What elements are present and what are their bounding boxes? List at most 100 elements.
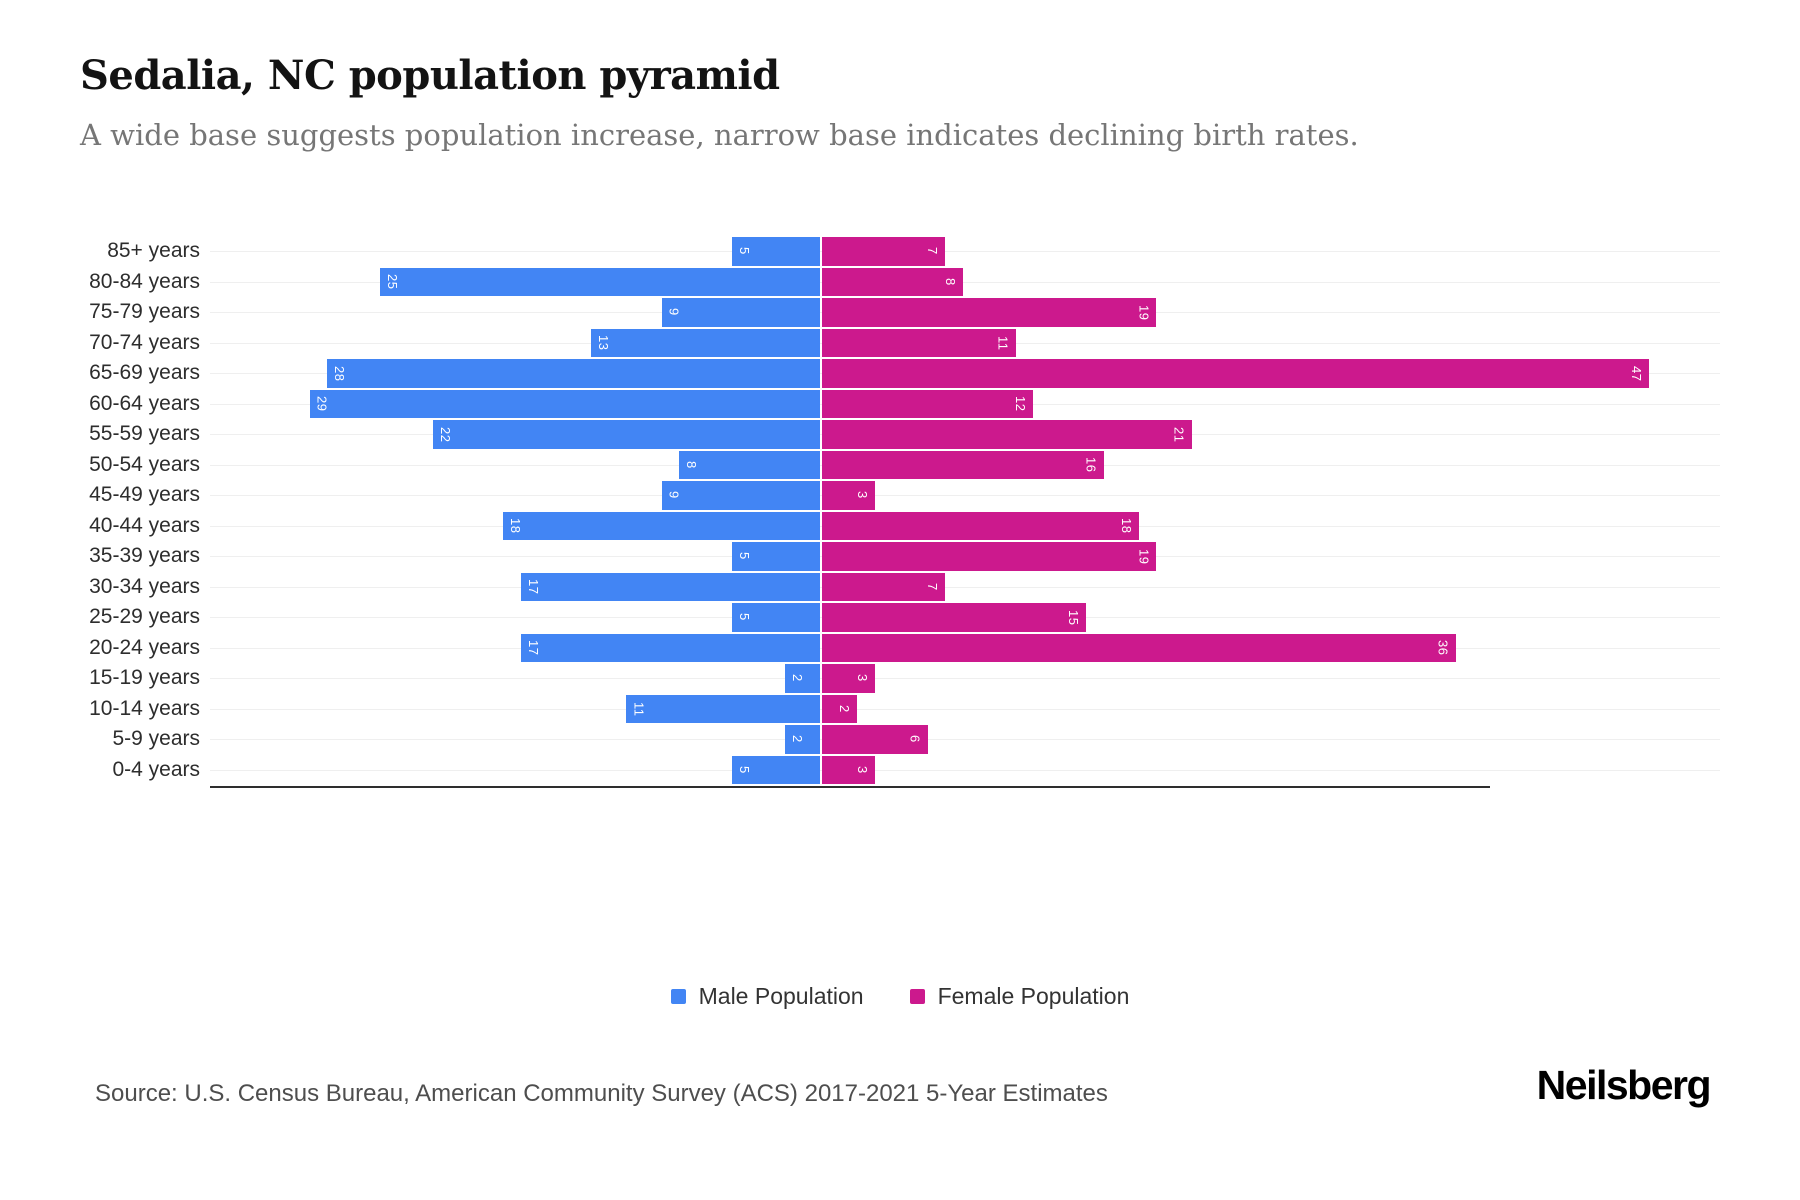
source-note: Source: U.S. Census Bureau, American Com… [95,1080,1108,1107]
male-bar[interactable]: 11 [626,694,820,723]
male-bar[interactable]: 5 [732,603,820,632]
male-bar[interactable]: 28 [327,359,820,388]
female-bar[interactable]: 18 [821,511,1139,540]
row-plot: 17 36 [210,633,1720,664]
age-group-label: 0-4 years [112,757,200,781]
female-bar-value: 3 [854,765,870,774]
male-bar-value: 5 [737,613,752,622]
pyramid-row: 25-29 years 5 15 [80,602,1720,633]
gridline [210,495,1720,497]
male-bar[interactable]: 8 [679,450,820,479]
male-bar[interactable]: 5 [732,755,820,784]
female-bar[interactable]: 36 [821,633,1456,662]
age-group-label: 15-19 years [89,666,200,690]
male-bar[interactable]: 18 [503,511,820,540]
pyramid-row: 35-39 years 5 19 [80,541,1720,572]
gridline [210,708,1720,710]
legend-item-female[interactable]: Female Population [909,983,1129,1010]
pyramid-row: 10-14 years 11 2 [80,694,1720,725]
male-bar[interactable]: 25 [380,267,820,296]
legend-swatch-icon [670,989,686,1004]
female-bar[interactable]: 8 [821,267,963,296]
female-bar-value: 21 [1171,426,1187,442]
male-bar[interactable]: 9 [661,481,820,510]
female-bar[interactable]: 3 [821,755,875,784]
female-bar[interactable]: 7 [821,237,946,266]
male-bar[interactable]: 9 [661,298,820,327]
age-group-label: 85+ years [107,239,200,263]
row-plot: 22 21 [210,419,1720,450]
female-bar-value: 19 [1136,304,1152,320]
male-bar-value: 11 [631,701,647,717]
male-bar[interactable]: 5 [732,237,820,266]
female-bar[interactable]: 3 [821,481,875,510]
female-bar[interactable]: 47 [821,359,1650,388]
female-bar[interactable]: 12 [821,389,1034,418]
male-bar[interactable]: 13 [591,328,820,357]
row-plot: 9 19 [210,297,1720,328]
male-bar[interactable]: 17 [520,572,820,601]
row-plot: 28 47 [210,358,1720,389]
pyramid-rows: 85+ years 5 7 80-84 years 25 8 75-79 years 9 19 7… [80,236,1720,785]
male-bar[interactable]: 22 [432,420,820,449]
female-bar-value: 19 [1136,548,1152,564]
population-pyramid-chart: 85+ years 5 7 80-84 years 25 8 75-79 years 9 19 7… [80,236,1720,796]
age-group-label: 5-9 years [112,727,200,751]
pyramid-row: 0-4 years 5 3 [80,755,1720,786]
female-bar[interactable]: 19 [821,542,1157,571]
legend-label: Male Population [698,983,864,1009]
female-bar-value: 11 [995,335,1011,351]
male-bar-value: 9 [666,491,682,500]
row-plot: 8 16 [210,450,1720,481]
age-group-label: 60-64 years [89,391,200,415]
gridline [210,739,1720,741]
male-bar[interactable]: 5 [732,542,820,571]
age-group-label: 20-24 years [89,635,200,659]
neilsberg-logo[interactable]: Neilsberg [1536,1062,1712,1108]
female-bar[interactable]: 7 [821,572,946,601]
male-bar-value: 2 [789,674,805,683]
female-bar[interactable]: 3 [821,664,875,693]
female-bar-value: 12 [1013,396,1029,412]
pyramid-row: 40-44 years 18 18 [80,511,1720,542]
pyramid-row: 50-54 years 8 16 [80,450,1720,481]
female-bar-value: 18 [1118,518,1134,534]
x-axis-line [210,786,1490,788]
pyramid-row: 75-79 years 9 19 [80,297,1720,328]
age-group-label: 50-54 years [89,452,200,476]
age-group-label: 80-84 years [89,269,200,293]
female-bar[interactable]: 2 [821,694,858,723]
female-bar[interactable]: 21 [821,420,1192,449]
male-bar[interactable]: 2 [784,725,820,754]
gridline [210,251,1720,253]
male-bar-value: 5 [737,765,752,774]
row-plot: 17 7 [210,572,1720,603]
male-bar[interactable]: 29 [309,389,820,418]
female-bar[interactable]: 6 [821,725,928,754]
pyramid-row: 15-19 years 2 3 [80,663,1720,694]
female-bar-value: 47 [1629,365,1645,381]
male-bar[interactable]: 2 [784,664,820,693]
pyramid-row: 80-84 years 25 8 [80,267,1720,298]
legend-item-male[interactable]: Male Population [670,983,864,1010]
male-bar-value: 8 [684,460,700,469]
female-bar-value: 8 [942,277,958,286]
legend: Male Population Female Population [0,983,1800,1010]
female-bar[interactable]: 11 [821,328,1016,357]
age-group-label: 55-59 years [89,422,200,446]
female-bar-value: 7 [925,582,941,591]
male-bar-value: 5 [737,247,752,256]
pyramid-row: 30-34 years 17 7 [80,572,1720,603]
age-group-label: 45-49 years [89,483,200,507]
female-bar[interactable]: 16 [821,450,1104,479]
age-group-label: 65-69 years [89,361,200,385]
pyramid-row: 85+ years 5 7 [80,236,1720,267]
male-bar-value: 17 [525,640,541,656]
female-bar[interactable]: 19 [821,298,1157,327]
female-bar[interactable]: 15 [821,603,1086,632]
row-plot: 18 18 [210,511,1720,542]
male-bar[interactable]: 17 [520,633,820,662]
male-bar-value: 22 [437,426,453,442]
